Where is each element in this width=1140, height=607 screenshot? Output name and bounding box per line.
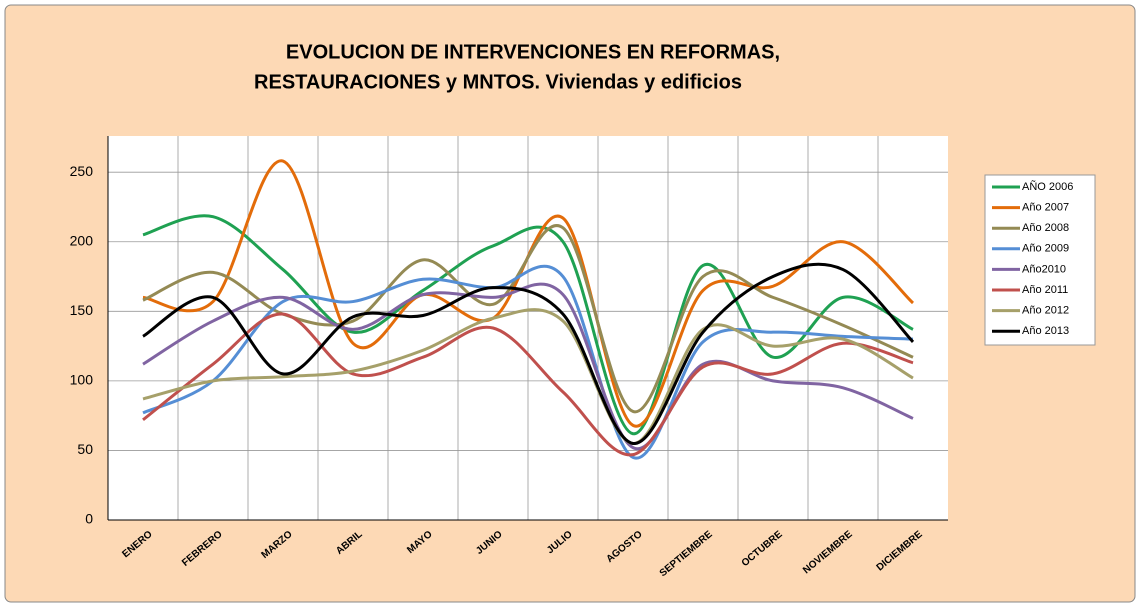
legend-label: AÑO 2006 bbox=[1022, 180, 1073, 193]
y-tick-label: 0 bbox=[85, 511, 93, 527]
chart-title: RESTAURACIONES y MNTOS. Viviendas y edif… bbox=[254, 71, 742, 93]
y-tick-label: 200 bbox=[70, 232, 94, 248]
legend-label: Año 2009 bbox=[1022, 243, 1069, 255]
legend-label: Año 2011 bbox=[1022, 284, 1068, 296]
legend-label: Año 2012 bbox=[1022, 305, 1069, 317]
series-line bbox=[142, 282, 914, 451]
legend-label: Año 2008 bbox=[1022, 222, 1069, 234]
legend-label: Año 2013 bbox=[1022, 325, 1069, 337]
series-line bbox=[142, 308, 914, 445]
legend-label: Año 2007 bbox=[1022, 202, 1069, 214]
series-line bbox=[142, 262, 915, 445]
y-tick-label: 100 bbox=[70, 372, 94, 388]
legend-label: Año2010 bbox=[1022, 263, 1066, 275]
series-line bbox=[142, 214, 914, 436]
series-line bbox=[142, 264, 914, 460]
y-tick-label: 250 bbox=[70, 163, 94, 179]
series-line bbox=[142, 312, 914, 457]
chart-title: EVOLUCION DE INTERVENCIONES EN REFORMAS, bbox=[286, 41, 780, 63]
legend bbox=[984, 174, 1096, 346]
y-tick-label: 50 bbox=[77, 441, 93, 457]
y-tick-label: 150 bbox=[70, 302, 94, 318]
